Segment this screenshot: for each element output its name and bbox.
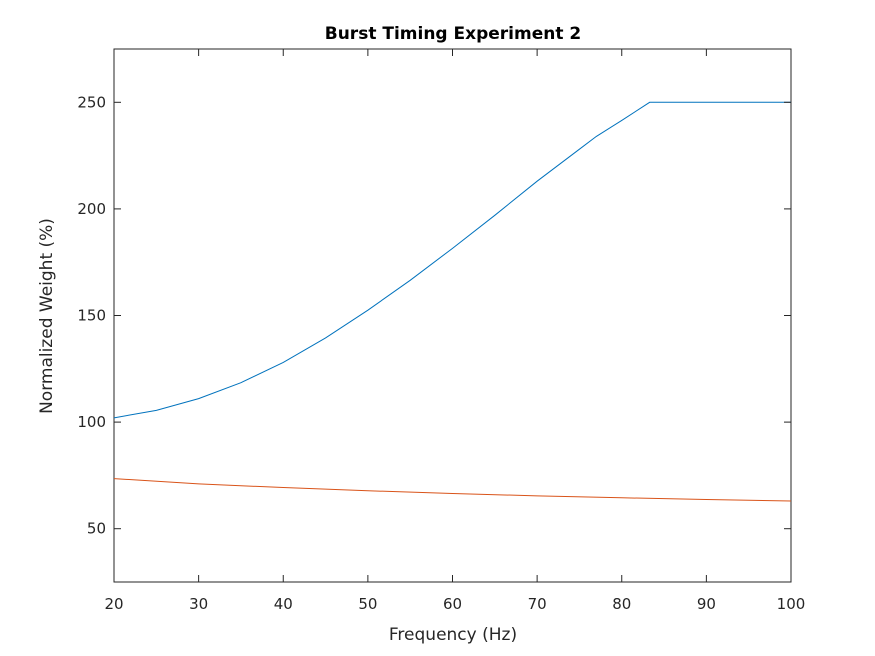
y-axis-label: Normalized Weight (%) <box>37 218 57 414</box>
y-tick-label: 100 <box>77 413 106 431</box>
x-tick-label: 40 <box>274 595 293 613</box>
plot-area <box>113 48 792 583</box>
series-line-1 <box>113 101 791 419</box>
x-tick-label: 70 <box>528 595 547 613</box>
x-tick-label: 80 <box>612 595 631 613</box>
y-tick-label: 150 <box>77 307 106 325</box>
x-axis: 20 30 40 50 60 70 80 90 100 <box>104 49 805 613</box>
y-tick-label: 50 <box>87 520 106 538</box>
x-tick-label: 30 <box>189 595 208 613</box>
x-tick-label: 50 <box>358 595 377 613</box>
y-axis: 50 100 150 200 250 <box>77 93 791 538</box>
series-layer <box>113 101 792 502</box>
x-axis-label: Frequency (Hz) <box>389 625 517 645</box>
series-line-2 <box>113 478 792 502</box>
y-tick-label: 200 <box>77 200 106 218</box>
chart-title: Burst Timing Experiment 2 <box>325 24 581 44</box>
x-tick-label: 20 <box>104 595 123 613</box>
x-tick-label: 60 <box>443 595 462 613</box>
x-tick-label: 100 <box>777 595 806 613</box>
y-tick-label: 250 <box>77 93 106 111</box>
x-tick-label: 90 <box>697 595 716 613</box>
